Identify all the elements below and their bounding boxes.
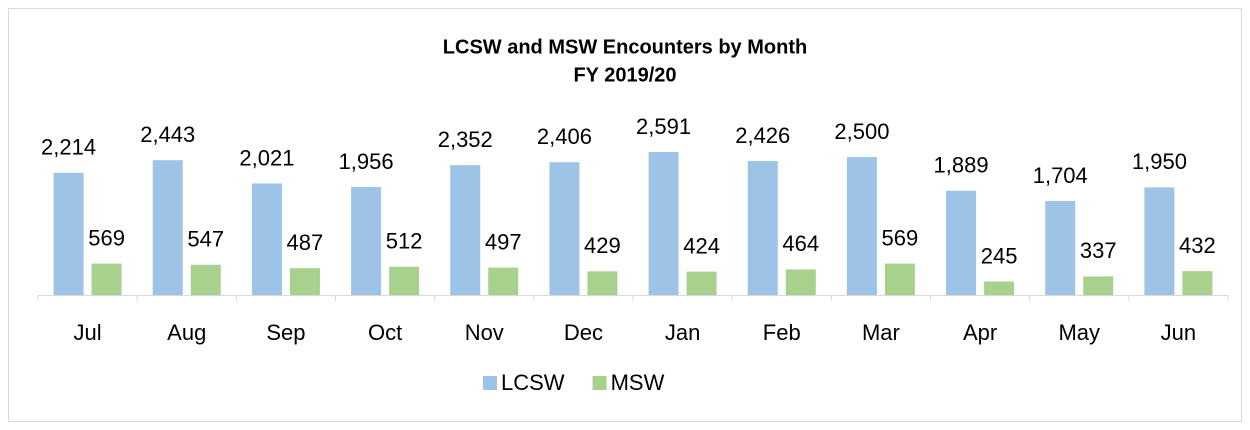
- x-tick-label: Aug: [167, 320, 206, 345]
- x-tick-label: Feb: [763, 320, 801, 345]
- data-label: 429: [584, 233, 621, 258]
- x-tick-label: Apr: [963, 320, 997, 345]
- legend-swatch: [592, 376, 607, 390]
- x-tick-label: Oct: [368, 320, 402, 345]
- bar: [785, 269, 816, 295]
- bar: [1045, 200, 1076, 295]
- data-label: 2,021: [239, 145, 294, 170]
- data-label: 512: [386, 229, 423, 254]
- chart-title: LCSW and MSW Encounters by Month: [443, 36, 807, 58]
- data-label: 1,704: [1033, 163, 1088, 188]
- bar: [251, 183, 282, 295]
- bar: [289, 268, 320, 295]
- chart-subtitle: FY 2019/20: [573, 64, 676, 86]
- x-tick-label: Mar: [862, 320, 900, 345]
- bar: [747, 161, 778, 295]
- x-tick-label: Jun: [1161, 320, 1196, 345]
- bar: [389, 266, 420, 295]
- bar: [152, 160, 183, 295]
- bar: [1182, 271, 1213, 295]
- data-label: 569: [88, 225, 125, 250]
- bar: [648, 152, 679, 295]
- data-label: 2,443: [140, 122, 195, 147]
- data-label: 464: [782, 231, 819, 256]
- x-tick-label: May: [1058, 320, 1100, 345]
- data-label: 2,352: [438, 127, 493, 152]
- data-label: 2,426: [735, 123, 790, 148]
- bar: [984, 281, 1015, 295]
- bar: [846, 157, 877, 295]
- data-label: 337: [1080, 238, 1117, 263]
- bar: [946, 190, 977, 295]
- data-label: 432: [1179, 233, 1216, 258]
- data-label: 2,214: [41, 135, 96, 160]
- bar: [351, 187, 382, 295]
- data-label: 569: [882, 225, 919, 250]
- bar: [549, 162, 580, 295]
- bar: [91, 263, 122, 295]
- x-tick-label: Dec: [564, 320, 603, 345]
- data-label: 2,406: [537, 124, 592, 149]
- bar: [686, 271, 717, 295]
- data-label: 497: [485, 229, 522, 254]
- x-tick-label: Sep: [266, 320, 305, 345]
- bar: [1083, 276, 1114, 295]
- data-label: 245: [981, 243, 1018, 268]
- chart-border: [8, 8, 1242, 422]
- bar: [884, 263, 915, 295]
- data-label: 424: [683, 233, 720, 258]
- x-tick-label: Jan: [665, 320, 700, 345]
- data-label: 1,950: [1132, 149, 1187, 174]
- legend-label: MSW: [611, 370, 665, 395]
- bar: [1144, 187, 1175, 295]
- bar: [587, 271, 618, 295]
- x-tick-label: Nov: [465, 320, 504, 345]
- bar: [450, 165, 481, 295]
- data-label: 547: [187, 227, 224, 252]
- legend-label: LCSW: [501, 370, 565, 395]
- bar: [53, 172, 84, 295]
- data-label: 1,956: [339, 149, 394, 174]
- bar: [190, 264, 221, 295]
- x-tick-label: Jul: [74, 320, 102, 345]
- bar: [488, 267, 519, 295]
- data-label: 487: [287, 230, 324, 255]
- data-label: 1,889: [934, 153, 989, 178]
- data-label: 2,591: [636, 114, 691, 139]
- legend-swatch: [483, 376, 497, 390]
- data-label: 2,500: [834, 119, 889, 144]
